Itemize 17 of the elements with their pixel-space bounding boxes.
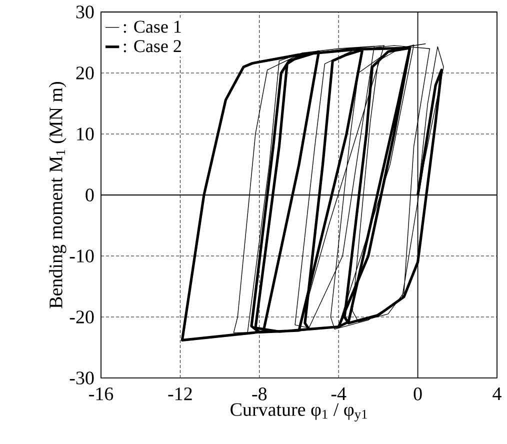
x-tick-label: 0 [414, 388, 422, 400]
x-tick-label: 4 [492, 388, 502, 400]
legend-label: : Case 1 [124, 20, 181, 33]
x-tick-label: -4 [331, 388, 346, 400]
y-axis-title: Bending moment M$_{1}$ (MN m) [49, 82, 66, 308]
y-tick-label: -10 [70, 250, 94, 262]
y-tick-label: 30 [76, 6, 94, 18]
legend-label: : Case 2 [124, 40, 181, 52]
x-tick-label: -12 [168, 388, 192, 400]
y-tick-label: 10 [77, 128, 94, 140]
x-tick-label: -8 [252, 388, 267, 400]
y-tick-label: 0 [86, 188, 94, 202]
y-tick-label: 20 [76, 66, 94, 80]
y-tick-label: -20 [70, 310, 94, 324]
x-tick-label: -16 [89, 388, 114, 400]
y-tick-label: -30 [70, 372, 94, 384]
x-axis-title: Curvature φ$_{1}$ / φ$_{y1}$ [230, 403, 367, 422]
